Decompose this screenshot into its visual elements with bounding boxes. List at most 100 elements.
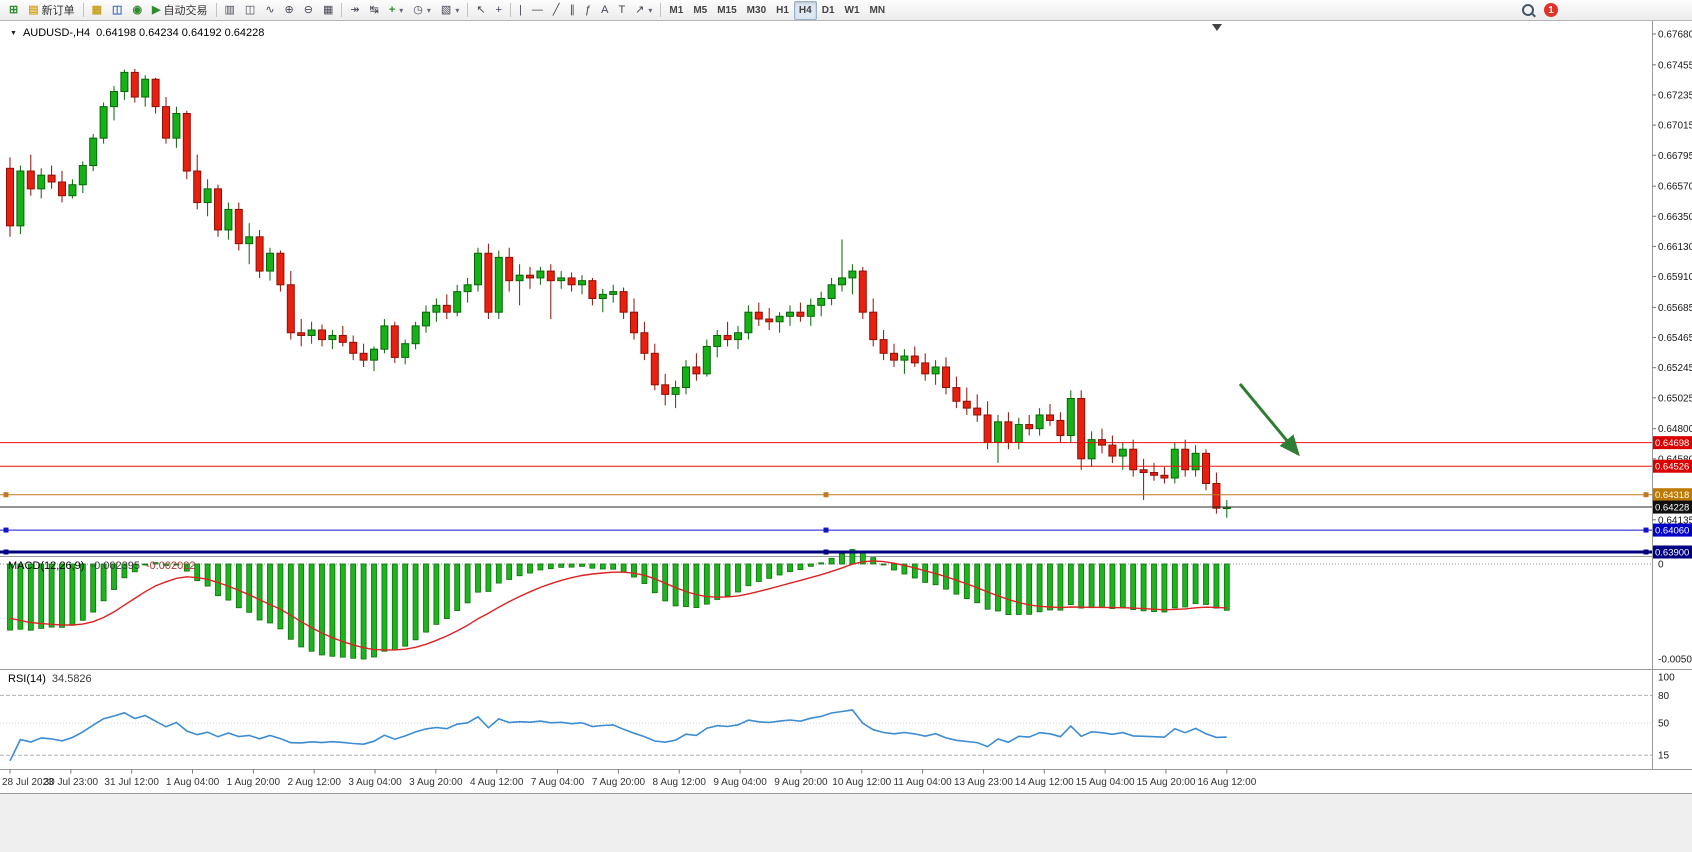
- support-line-gold-handle[interactable]: [1643, 492, 1649, 498]
- candle[interactable]: [796, 311, 805, 317]
- candle[interactable]: [484, 252, 493, 313]
- dropdown-arrow-icon[interactable]: ▾: [648, 5, 653, 15]
- candle[interactable]: [557, 277, 566, 282]
- candle[interactable]: [515, 274, 524, 282]
- candle[interactable]: [380, 325, 389, 350]
- candle[interactable]: [723, 334, 732, 341]
- candle[interactable]: [151, 78, 160, 108]
- candle[interactable]: [661, 384, 670, 395]
- candle[interactable]: [983, 414, 992, 443]
- candle[interactable]: [827, 284, 836, 299]
- dropdown-arrow-icon[interactable]: ▾: [399, 5, 404, 15]
- candle[interactable]: [203, 188, 212, 204]
- candle[interactable]: [786, 311, 794, 317]
- candle[interactable]: [120, 71, 129, 93]
- candle[interactable]: [78, 165, 87, 186]
- bar-chart-button[interactable]: ▥: [220, 1, 240, 20]
- candles[interactable]: [6, 68, 1231, 518]
- candle[interactable]: [349, 341, 358, 354]
- support-line-blue-handle[interactable]: [1643, 527, 1649, 533]
- dropdown-arrow-icon[interactable]: ▾: [426, 5, 431, 15]
- candle[interactable]: [1025, 424, 1034, 430]
- candle[interactable]: [879, 339, 888, 354]
- candle[interactable]: [869, 311, 878, 341]
- tile-windows-button[interactable]: ▦: [318, 1, 338, 20]
- dropdown-arrow-icon[interactable]: ▾: [455, 5, 460, 15]
- candle[interactable]: [255, 236, 264, 272]
- candle[interactable]: [286, 284, 295, 334]
- candle[interactable]: [6, 167, 14, 227]
- candle[interactable]: [921, 362, 930, 375]
- candle[interactable]: [546, 270, 555, 282]
- candle[interactable]: [630, 311, 638, 334]
- candle[interactable]: [1004, 421, 1013, 443]
- candle[interactable]: [702, 345, 711, 375]
- search-icon[interactable]: [1522, 4, 1534, 16]
- candle[interactable]: [68, 184, 77, 197]
- channel-button[interactable]: ∥: [564, 1, 580, 20]
- candle[interactable]: [578, 280, 586, 286]
- candle[interactable]: [1191, 452, 1200, 471]
- candle[interactable]: [47, 174, 56, 183]
- candle[interactable]: [89, 137, 98, 167]
- candle[interactable]: [1160, 474, 1169, 479]
- candle[interactable]: [858, 270, 867, 313]
- zoom-in-button[interactable]: ⊕: [280, 1, 299, 20]
- candle[interactable]: [734, 332, 742, 341]
- candle[interactable]: [463, 284, 472, 293]
- candle[interactable]: [775, 315, 784, 323]
- candle[interactable]: [130, 71, 139, 98]
- templates-button[interactable]: ▧ ▾: [436, 1, 464, 20]
- timeframe-m15-button[interactable]: M15: [717, 4, 737, 16]
- candle[interactable]: [931, 366, 940, 375]
- timeframe-d1-button[interactable]: D1: [821, 4, 835, 16]
- auto-scroll-button[interactable]: ↠: [345, 1, 364, 20]
- candle[interactable]: [682, 366, 690, 389]
- candle[interactable]: [765, 318, 774, 323]
- candle[interactable]: [838, 277, 846, 286]
- timeframe-m1-button[interactable]: M1: [669, 4, 684, 16]
- candle[interactable]: [588, 280, 597, 299]
- candle[interactable]: [754, 311, 763, 320]
- candle[interactable]: [1046, 414, 1054, 421]
- candle[interactable]: [1056, 419, 1065, 437]
- candle[interactable]: [474, 252, 482, 286]
- candle[interactable]: [536, 270, 545, 279]
- candle[interactable]: [650, 352, 659, 386]
- candle[interactable]: [214, 188, 222, 231]
- candle[interactable]: [318, 329, 326, 341]
- candle[interactable]: [598, 293, 607, 299]
- candle[interactable]: [99, 106, 108, 139]
- candle[interactable]: [182, 112, 191, 172]
- candle[interactable]: [453, 291, 462, 313]
- candle[interactable]: [1014, 424, 1023, 443]
- chart-shift-button[interactable]: ↹: [365, 1, 384, 20]
- candle[interactable]: [1150, 472, 1158, 476]
- timeframe-m5-button[interactable]: M5: [693, 4, 708, 16]
- vertical-line-button[interactable]: |: [514, 1, 527, 20]
- support-line-blue-handle[interactable]: [823, 527, 829, 533]
- candle[interactable]: [962, 400, 971, 409]
- support-line-gold-handle[interactable]: [823, 492, 829, 498]
- horizontal-line-button[interactable]: —: [527, 1, 548, 20]
- new-chart-button[interactable]: ⊞: [4, 1, 23, 20]
- zoom-out-button[interactable]: ⊖: [299, 1, 318, 20]
- timeframe-h4-button[interactable]: H4: [793, 0, 817, 20]
- chart-canvas[interactable]: 0.67680 0.67455 0.67235 0.67015 0.66795 0.665…: [0, 21, 1692, 852]
- candle[interactable]: [297, 332, 306, 336]
- candle[interactable]: [16, 170, 25, 227]
- candle[interactable]: [276, 252, 285, 286]
- candle[interactable]: [1181, 448, 1190, 471]
- data-window-button[interactable]: ◫: [107, 1, 127, 20]
- candle[interactable]: [848, 270, 857, 279]
- indicators-button[interactable]: + ▾: [384, 1, 408, 20]
- notification-badge[interactable]: 1: [1544, 3, 1558, 17]
- candle[interactable]: [26, 170, 35, 190]
- candle[interactable]: [1066, 398, 1075, 437]
- candle[interactable]: [1035, 414, 1044, 430]
- support-line-navy-handle[interactable]: [823, 549, 829, 555]
- candle[interactable]: [370, 348, 378, 361]
- candle[interactable]: [432, 304, 441, 313]
- candle[interactable]: [713, 334, 722, 347]
- candle[interactable]: [1118, 448, 1127, 457]
